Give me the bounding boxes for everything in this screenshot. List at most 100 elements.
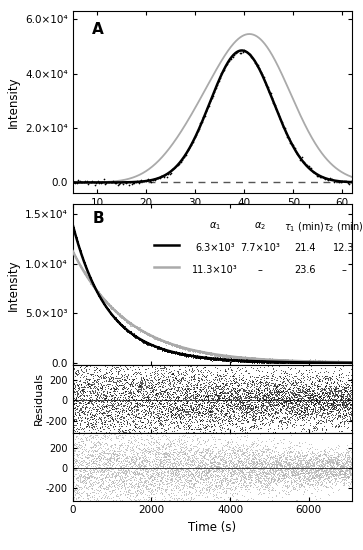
Point bbox=[318, 358, 323, 367]
Point bbox=[200, 354, 205, 362]
Point bbox=[340, 409, 346, 418]
Point bbox=[140, 326, 146, 335]
Point bbox=[308, 397, 314, 405]
Point bbox=[348, 410, 354, 419]
Point bbox=[243, 389, 249, 398]
Point bbox=[328, 469, 334, 478]
Point bbox=[138, 472, 143, 481]
Point bbox=[285, 353, 291, 361]
Point bbox=[163, 465, 168, 474]
Point bbox=[111, 404, 117, 413]
Point bbox=[166, 365, 172, 373]
Point bbox=[123, 477, 129, 486]
Point bbox=[75, 258, 81, 267]
Point bbox=[276, 357, 281, 366]
Point bbox=[182, 349, 188, 358]
Point bbox=[176, 382, 182, 391]
Point bbox=[75, 453, 81, 461]
Point bbox=[287, 357, 293, 366]
Point bbox=[325, 358, 331, 366]
Point bbox=[322, 371, 328, 380]
Point bbox=[244, 357, 250, 366]
Point bbox=[311, 459, 317, 468]
Point bbox=[99, 484, 105, 493]
Point bbox=[101, 430, 107, 439]
Point bbox=[283, 358, 289, 367]
Point bbox=[144, 393, 150, 402]
Point bbox=[208, 348, 214, 357]
Point bbox=[250, 460, 256, 469]
Point bbox=[242, 482, 248, 491]
Point bbox=[301, 356, 307, 365]
Point bbox=[222, 381, 228, 389]
Point bbox=[299, 382, 305, 390]
Point bbox=[140, 464, 146, 473]
Point bbox=[229, 470, 235, 478]
Point bbox=[154, 409, 160, 417]
Point bbox=[300, 428, 306, 437]
Point bbox=[92, 476, 98, 485]
Point bbox=[76, 241, 82, 250]
Point bbox=[250, 358, 256, 367]
Point bbox=[97, 483, 103, 492]
Point bbox=[348, 448, 354, 456]
Point bbox=[118, 465, 123, 474]
Point bbox=[90, 281, 96, 290]
Point bbox=[218, 492, 224, 501]
Point bbox=[192, 471, 198, 480]
Point bbox=[320, 461, 326, 470]
Point bbox=[305, 358, 310, 366]
Point bbox=[260, 355, 265, 364]
Point bbox=[227, 472, 233, 481]
Point bbox=[291, 462, 297, 471]
Point bbox=[312, 405, 318, 414]
Point bbox=[187, 406, 193, 415]
Point bbox=[103, 497, 109, 506]
Point bbox=[260, 396, 266, 405]
Point bbox=[256, 450, 262, 459]
Point bbox=[288, 428, 294, 437]
Point bbox=[141, 450, 147, 459]
Point bbox=[220, 459, 226, 468]
Point bbox=[292, 371, 298, 380]
Point bbox=[242, 407, 248, 416]
Point bbox=[284, 355, 290, 364]
Point bbox=[240, 355, 246, 364]
Point bbox=[251, 386, 257, 395]
Point bbox=[141, 440, 147, 449]
Point bbox=[123, 465, 129, 474]
Point bbox=[123, 456, 129, 465]
Point bbox=[327, 455, 333, 464]
Point bbox=[252, 423, 257, 432]
Point bbox=[177, 486, 183, 495]
Point bbox=[213, 350, 219, 359]
Point bbox=[146, 378, 151, 387]
Point bbox=[112, 406, 118, 415]
Point bbox=[322, 358, 327, 366]
Point bbox=[245, 354, 251, 363]
Point bbox=[246, 407, 252, 416]
Point bbox=[201, 371, 207, 380]
Point bbox=[107, 390, 113, 399]
Point bbox=[314, 459, 320, 468]
Point bbox=[233, 404, 239, 412]
Point bbox=[258, 355, 264, 364]
Point bbox=[119, 371, 125, 380]
Point bbox=[258, 356, 264, 365]
Point bbox=[253, 470, 258, 479]
Point bbox=[260, 355, 266, 364]
Point bbox=[317, 474, 323, 483]
Point bbox=[99, 433, 105, 442]
Point bbox=[130, 320, 136, 329]
Point bbox=[284, 375, 290, 384]
Point bbox=[127, 329, 133, 338]
Point bbox=[224, 446, 229, 454]
Point bbox=[144, 340, 150, 349]
Point bbox=[317, 391, 322, 400]
Point bbox=[304, 403, 310, 411]
Point bbox=[175, 341, 181, 350]
Point bbox=[271, 393, 277, 402]
Point bbox=[167, 449, 173, 458]
Point bbox=[336, 358, 342, 367]
Point bbox=[263, 402, 269, 411]
